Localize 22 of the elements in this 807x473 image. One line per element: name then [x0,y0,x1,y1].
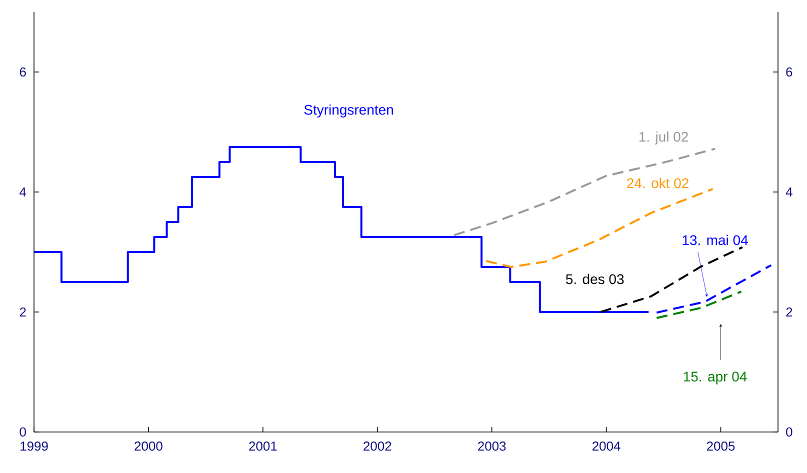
y2-tick-label: 2 [786,307,792,317]
line-series [453,148,716,236]
x-tick-label: 1999 [20,442,48,451]
y-tick-label: 0 [20,427,26,437]
series-label: 24. okt 02 [627,178,688,188]
x-tick-label: 2001 [249,442,277,451]
y-tick-label: 6 [20,67,26,77]
text: 15. apr 04 [684,372,747,384]
y2-tick-label: 6 [786,67,792,77]
y-tick-label: 4 [20,188,26,196]
y-tick-label: 2 [20,307,26,317]
y2-tick-label: 0 [786,427,792,437]
x-tick-label: 2000 [134,442,162,451]
x-tick-label: 2003 [478,442,506,451]
series-label: 5. des 03 [566,274,624,284]
x-tick-label: 2002 [364,442,392,451]
y2-tick-label: 4 [786,188,792,196]
series-label: 1. jul 02 [639,131,688,145]
text: 13. mai 04 [682,234,748,246]
text: Styringsrenten [304,104,393,118]
x-tick-label: 2005 [706,442,735,451]
x-tick-label: 2004 [592,442,620,451]
